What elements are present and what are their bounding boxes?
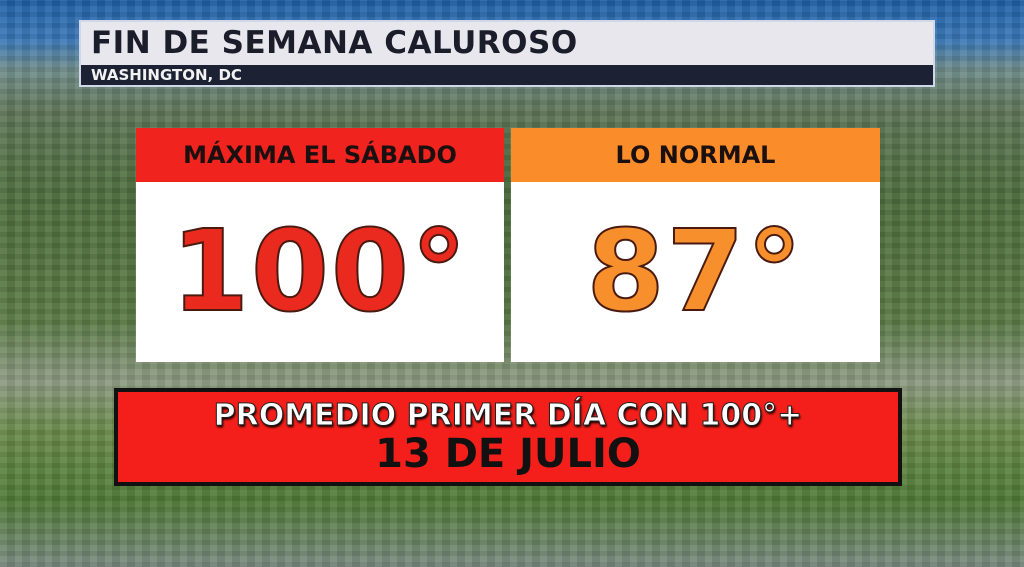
saturday-high-card: MÁXIMA EL SÁBADO 100° <box>136 128 504 362</box>
graphic-title: FIN DE SEMANA CALUROSO <box>91 25 578 61</box>
card-header: LO NORMAL <box>511 128 880 182</box>
normal-temp-value: 87° <box>586 206 805 338</box>
normal-temp-card: LO NORMAL 87° <box>511 128 880 362</box>
location-bar: WASHINGTON, DC <box>81 65 933 85</box>
banner-line-1: PROMEDIO PRIMER DÍA CON 100°+ <box>213 398 803 434</box>
card-header: MÁXIMA EL SÁBADO <box>136 128 504 182</box>
average-first-100-banner: PROMEDIO PRIMER DÍA CON 100°+ 13 DE JULI… <box>114 388 902 486</box>
banner-date: 13 DE JULIO <box>375 431 641 477</box>
location-label: WASHINGTON, DC <box>91 66 242 84</box>
title-bar: FIN DE SEMANA CALUROSO WASHINGTON, DC <box>79 20 935 87</box>
saturday-high-value: 100° <box>170 206 469 338</box>
